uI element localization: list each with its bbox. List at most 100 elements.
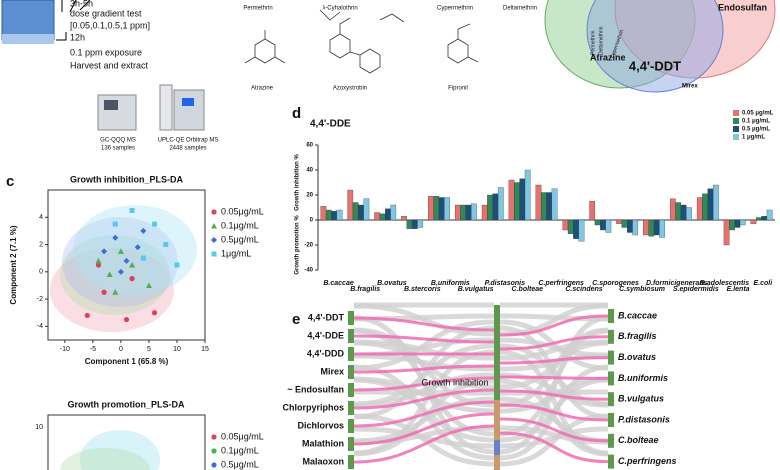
bar (374, 212, 380, 221)
flow (353, 316, 495, 332)
y-tick-label: 20 (306, 193, 313, 199)
legend-marker (211, 462, 217, 468)
confidence-ellipse (60, 235, 170, 315)
x-tick-label: D.formicigenerans (646, 280, 708, 287)
bar (670, 198, 676, 221)
node-label: B.uniformis (618, 373, 668, 383)
bar (567, 219, 574, 234)
y-tick-label: -20 (304, 243, 313, 249)
point (117, 268, 124, 275)
node (348, 311, 354, 325)
bar (734, 219, 741, 228)
legend-label: 0.5 μg/mL (742, 127, 770, 133)
y-axis-label: Growth inhibition % (295, 154, 301, 211)
bar (352, 202, 359, 221)
bar (675, 202, 682, 221)
bar (390, 204, 397, 221)
bar (573, 219, 579, 239)
x-tick-label: C.bolteae (512, 286, 544, 293)
bar (331, 211, 337, 221)
flow (499, 314, 609, 337)
point (129, 262, 136, 268)
point (129, 207, 135, 213)
x-tick-label: E.coli (753, 280, 773, 287)
step-text: 12h (70, 32, 85, 42)
bar (497, 187, 504, 221)
node (348, 401, 354, 415)
plate-base (2, 34, 54, 44)
gc-screen (104, 100, 118, 110)
venn-set (586, 0, 724, 93)
instrument-samples: 2448 samples (169, 146, 206, 152)
flow (353, 424, 495, 464)
bar (363, 198, 370, 221)
node (348, 383, 354, 397)
bar (465, 204, 472, 221)
node (494, 305, 500, 400)
x-tick-label: -5 (90, 346, 96, 353)
flow (353, 377, 495, 443)
point (112, 289, 119, 295)
chart-title: Growth inhibition_PLS-DA (70, 174, 183, 184)
flow (499, 377, 609, 443)
node-label: Chlorpyriphos (282, 402, 344, 412)
x-tick-label: B.fragilis (350, 286, 380, 293)
x-tick-label: E.lenta (727, 286, 750, 293)
y-tick-label: -40 (304, 268, 313, 274)
bar (379, 213, 386, 221)
venn-small-label: Permethrin (590, 30, 596, 55)
structure-name: Cypermethrin (437, 6, 473, 12)
bar (605, 219, 612, 233)
bar (540, 192, 547, 221)
legend-label: 0.05μg/mL (221, 206, 264, 216)
ms-instrument (173, 89, 205, 131)
flow (353, 378, 495, 457)
legend-marker (211, 434, 217, 440)
node-label: B.caccae (618, 310, 657, 320)
point (152, 221, 158, 227)
chart-title: Growth promotion_PLS-DA (68, 399, 185, 409)
bar (594, 219, 601, 226)
flow (499, 319, 609, 371)
confidence-ellipse (80, 430, 160, 470)
bar (659, 219, 665, 238)
bar (401, 216, 407, 221)
bar (696, 197, 703, 221)
bar (514, 182, 520, 221)
x-tick-label: B.ovatus (377, 280, 407, 287)
venn-label: Mirex (682, 84, 698, 90)
bar (643, 219, 649, 236)
node-label: 4,4'-DDD (307, 348, 345, 358)
node-label: Malaoxon (302, 456, 344, 466)
node (348, 455, 354, 469)
bar (358, 204, 364, 221)
venn-small-label: Deltamethrin (598, 26, 604, 55)
node-label: 4,4'-DDT (308, 312, 345, 322)
legend-label: 0.05μg/mL (221, 431, 264, 441)
node-label: ~ Endosulfan (287, 384, 344, 394)
bar (336, 209, 343, 221)
x-tick-label: S.epidermidis (673, 286, 719, 293)
node (348, 329, 354, 343)
legend-label: 0.1 μg/mL (742, 119, 770, 125)
bar (616, 219, 622, 224)
bar (508, 179, 515, 221)
bar (546, 192, 553, 221)
structure-name: Atrazine (251, 86, 274, 92)
y-tick-label: -4 (37, 323, 43, 330)
y-tick-label: 2 (39, 241, 43, 248)
legend-marker (211, 209, 217, 215)
node-label: B.vulgatus (618, 394, 664, 404)
point (101, 248, 108, 255)
bar (648, 219, 655, 237)
arrows (61, 0, 91, 13)
bar (562, 219, 569, 231)
node (608, 309, 614, 323)
y-tick-label: -2 (37, 296, 43, 303)
bar (653, 219, 660, 236)
venn-label: Atrazine (590, 52, 626, 62)
well-plate (1, 0, 55, 41)
point (134, 244, 141, 251)
flow (499, 325, 609, 420)
